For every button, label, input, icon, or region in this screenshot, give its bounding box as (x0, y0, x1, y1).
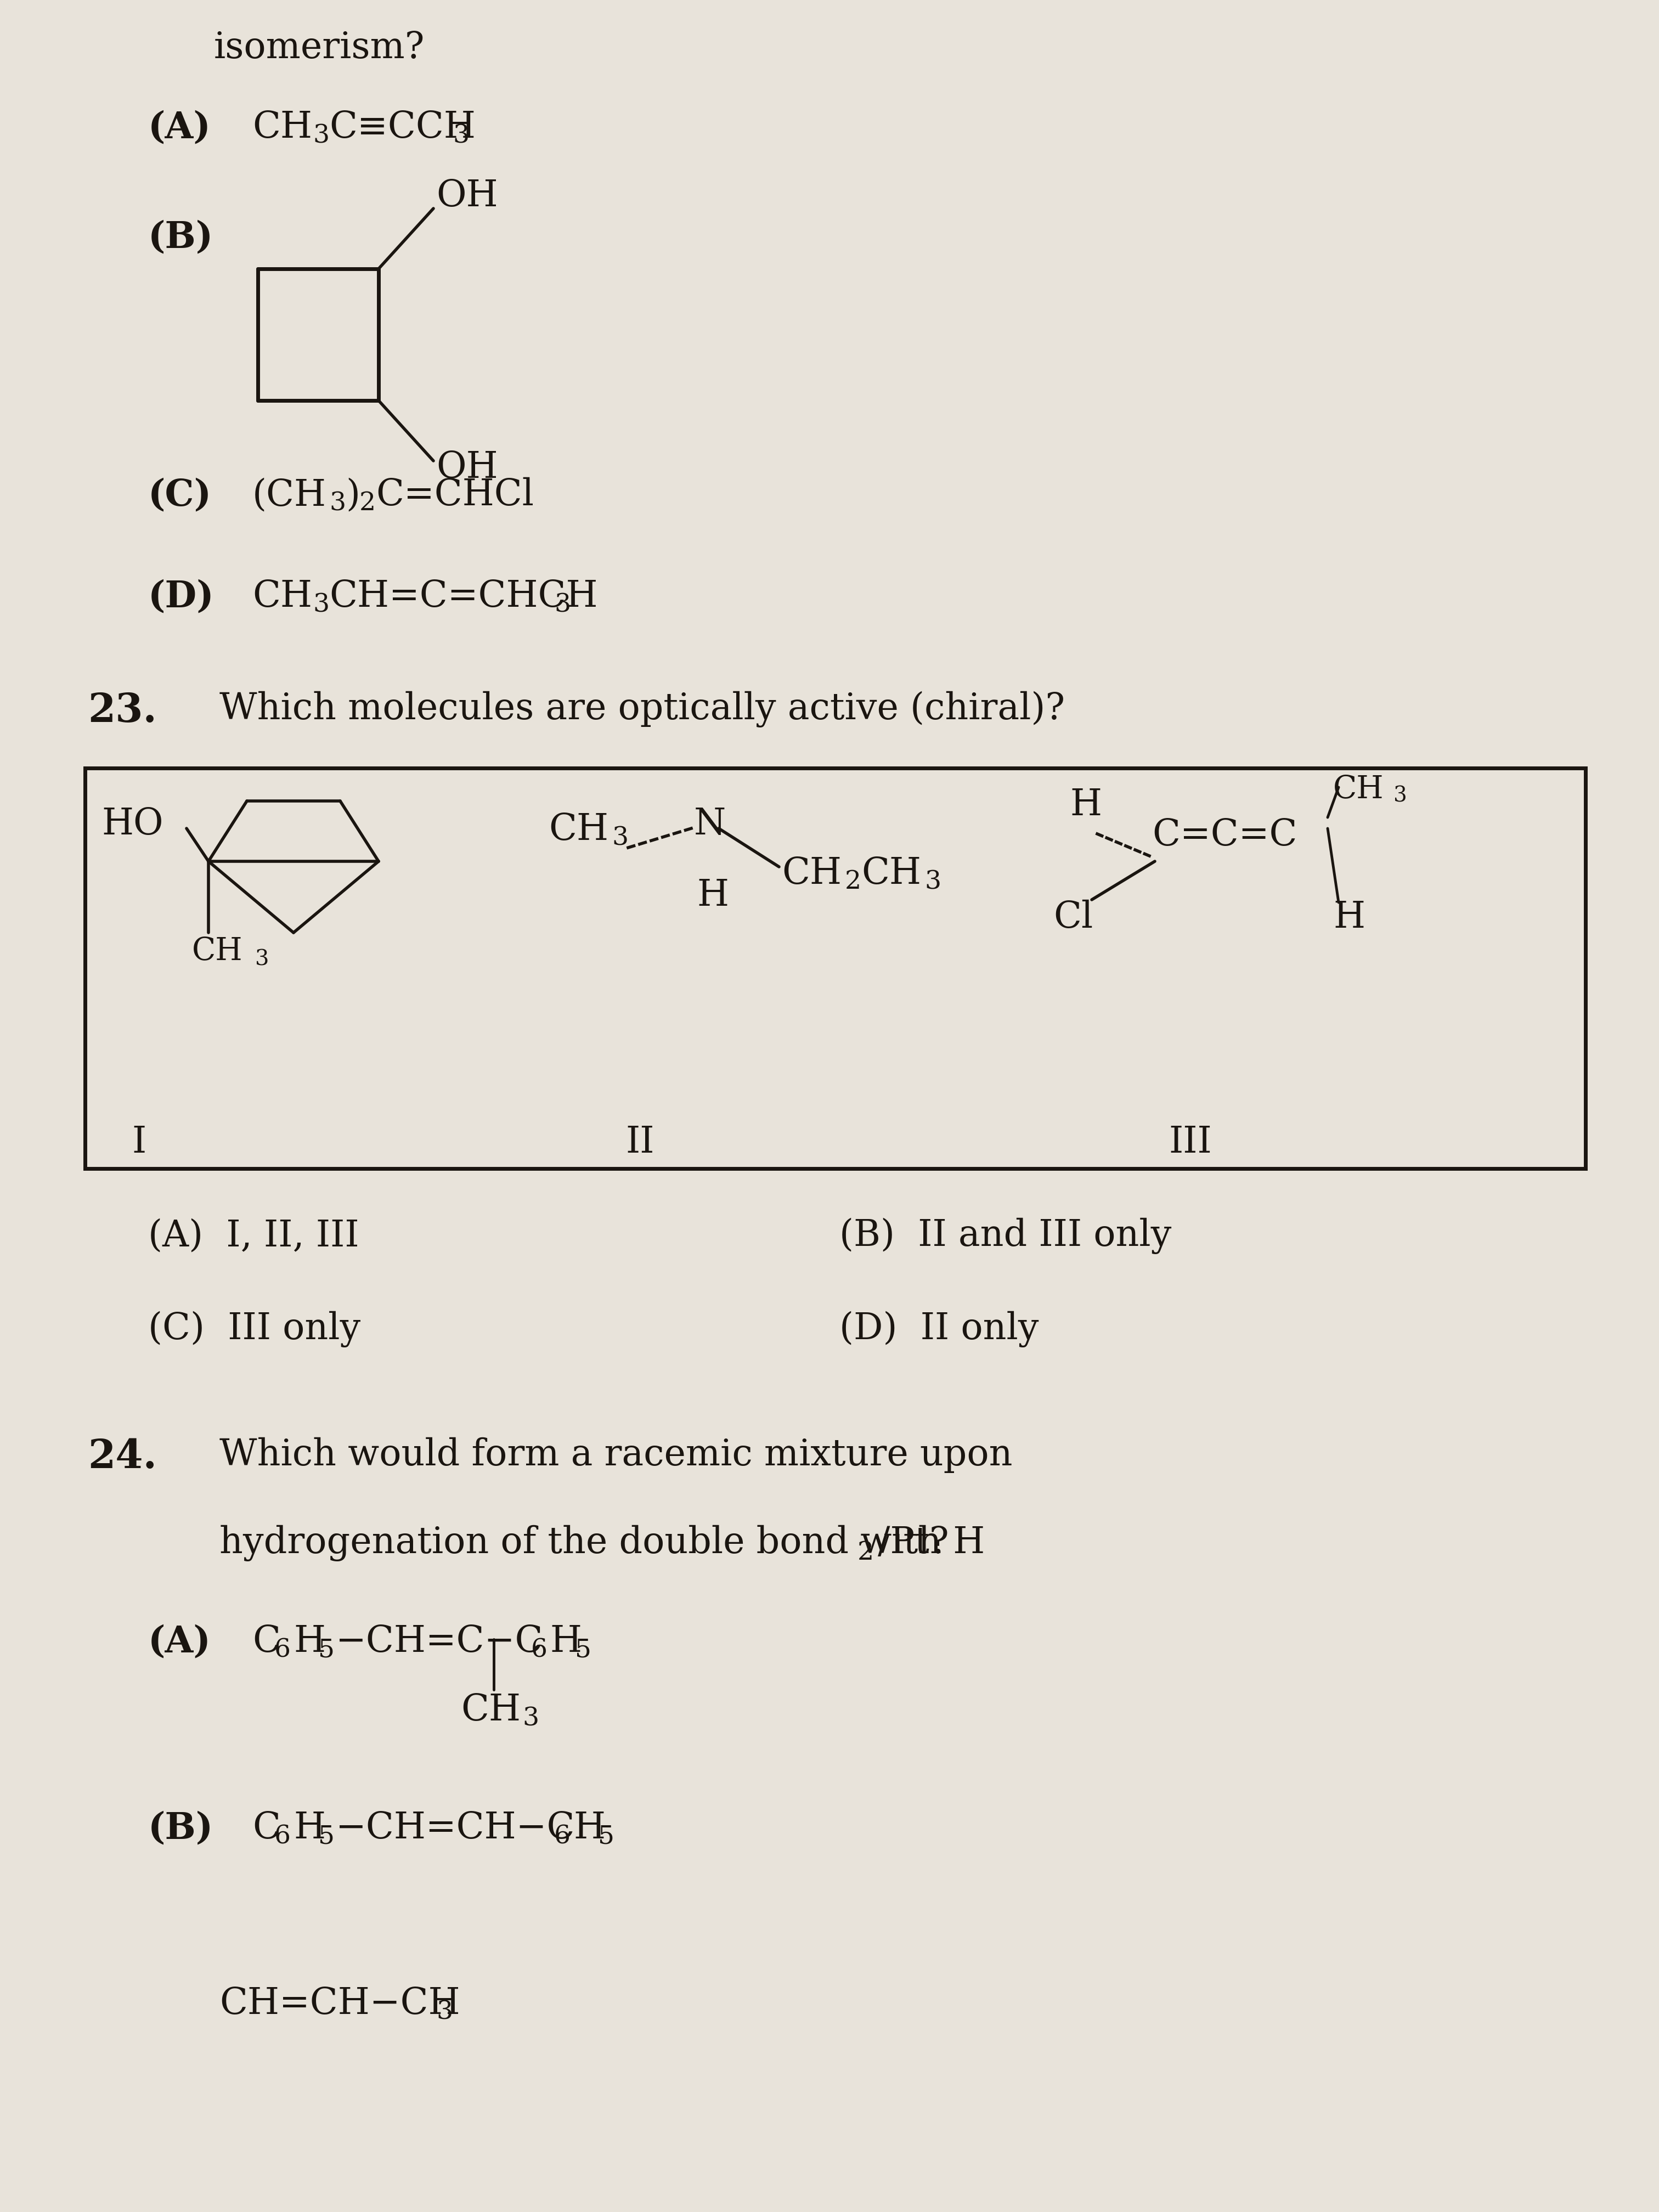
Text: CH: CH (549, 812, 609, 847)
Text: 2: 2 (360, 491, 377, 515)
Text: 5: 5 (319, 1825, 335, 1849)
Text: H: H (294, 1809, 325, 1847)
Text: CH=CH−CH: CH=CH−CH (219, 1986, 460, 2022)
Text: 5: 5 (319, 1637, 335, 1663)
Text: 3: 3 (554, 593, 571, 617)
Text: OH: OH (436, 179, 498, 215)
Text: H: H (549, 1624, 582, 1659)
Text: CH: CH (252, 580, 312, 615)
Text: C: C (252, 1809, 280, 1847)
Text: 3: 3 (1394, 785, 1407, 805)
Text: CH=C=CHCH: CH=C=CHCH (328, 580, 597, 615)
Text: (A): (A) (148, 1624, 211, 1659)
Text: ): ) (345, 478, 360, 513)
Text: C=C=C: C=C=C (1151, 818, 1297, 854)
Text: I: I (131, 1124, 146, 1161)
Text: −CH=C−C: −CH=C−C (335, 1624, 544, 1659)
Text: (A)  I, II, III: (A) I, II, III (148, 1219, 358, 1254)
Text: H: H (1334, 900, 1365, 936)
Text: OH: OH (436, 449, 498, 487)
Bar (85, 768, 1586, 1168)
Text: 23.: 23. (88, 690, 156, 730)
Text: 6: 6 (554, 1825, 571, 1849)
Text: III: III (1168, 1124, 1211, 1161)
Text: 3: 3 (453, 124, 469, 148)
Text: 6: 6 (274, 1825, 290, 1849)
Text: Cl: Cl (1053, 900, 1093, 936)
Text: C: C (252, 1624, 280, 1659)
Text: Which would form a racemic mixture upon: Which would form a racemic mixture upon (219, 1438, 1012, 1473)
Text: (CH: (CH (252, 478, 327, 513)
Text: 3: 3 (312, 124, 328, 148)
Text: CH: CH (252, 111, 312, 146)
Text: 2: 2 (858, 1540, 874, 1566)
Text: H: H (1070, 787, 1102, 823)
Text: C=CHCl: C=CHCl (377, 478, 534, 513)
Text: 2: 2 (844, 869, 861, 894)
Text: 3: 3 (612, 825, 629, 849)
Text: HO: HO (101, 807, 163, 843)
Text: (B): (B) (148, 219, 214, 254)
Text: −CH=CH−C: −CH=CH−C (335, 1809, 576, 1847)
Text: (D)  II only: (D) II only (839, 1312, 1039, 1347)
Text: 6: 6 (531, 1637, 547, 1663)
Text: 6: 6 (274, 1637, 290, 1663)
Text: CH: CH (1334, 774, 1384, 805)
Text: 3: 3 (312, 593, 328, 617)
Text: (A): (A) (148, 111, 211, 146)
Text: CH: CH (192, 936, 242, 967)
Text: N: N (693, 807, 727, 843)
Text: (C)  III only: (C) III only (148, 1312, 360, 1347)
Text: H: H (574, 1809, 606, 1847)
Text: 3: 3 (436, 2000, 453, 2024)
Text: 5: 5 (576, 1637, 591, 1663)
Text: CH: CH (861, 856, 921, 891)
Text: (B): (B) (148, 1809, 214, 1847)
Text: Which molecules are optically active (chiral)?: Which molecules are optically active (ch… (219, 690, 1065, 728)
Text: II: II (625, 1124, 654, 1161)
Text: H: H (697, 878, 728, 914)
Text: isomerism?: isomerism? (214, 31, 425, 66)
Text: hydrogenation of the double bond with H: hydrogenation of the double bond with H (219, 1524, 985, 1562)
Text: 3: 3 (328, 491, 345, 515)
Text: H: H (294, 1624, 325, 1659)
Text: (C): (C) (148, 478, 212, 513)
Text: /Pt?: /Pt? (878, 1524, 949, 1562)
Text: 24.: 24. (88, 1438, 158, 1475)
Text: (D): (D) (148, 580, 214, 615)
Text: C≡CCH: C≡CCH (328, 111, 476, 146)
Text: (B)  II and III only: (B) II and III only (839, 1219, 1171, 1254)
Text: 3: 3 (255, 949, 269, 969)
Text: 3: 3 (523, 1705, 539, 1732)
Text: CH: CH (461, 1692, 521, 1728)
Text: 5: 5 (597, 1825, 614, 1849)
Text: CH: CH (781, 856, 841, 891)
Text: 3: 3 (924, 869, 941, 894)
